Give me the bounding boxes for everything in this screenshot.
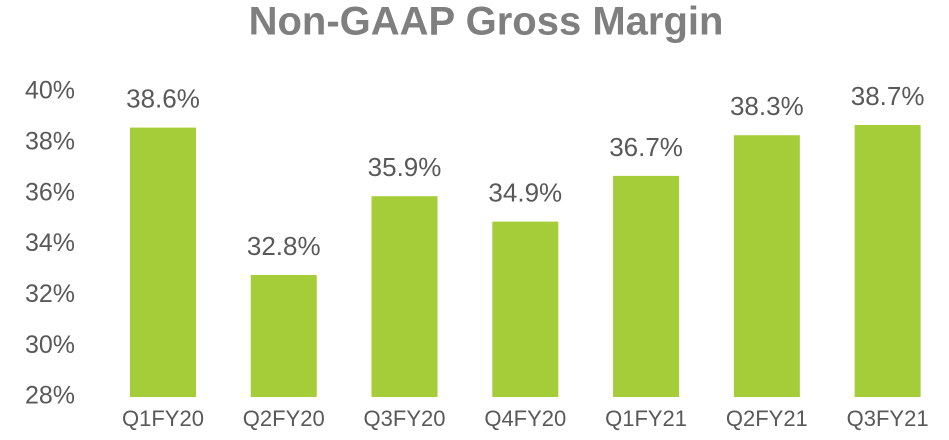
bar bbox=[492, 221, 559, 397]
x-tick-label: Q3FY20 bbox=[364, 406, 446, 431]
data-label: 34.9% bbox=[488, 178, 562, 208]
data-label: 35.9% bbox=[368, 152, 442, 182]
x-tick-label: Q2FY20 bbox=[243, 406, 325, 431]
bar bbox=[733, 135, 800, 398]
x-tick-label: Q1FY21 bbox=[605, 406, 687, 431]
data-label: 38.3% bbox=[730, 91, 804, 121]
bar bbox=[854, 125, 921, 398]
x-tick-label: Q4FY20 bbox=[484, 406, 566, 431]
y-tick-label: 36% bbox=[25, 178, 75, 206]
bar bbox=[371, 196, 438, 397]
data-label: 36.7% bbox=[609, 132, 683, 162]
y-tick-label: 28% bbox=[25, 382, 75, 410]
x-tick-label: Q3FY21 bbox=[847, 406, 929, 431]
x-tick-label: Q1FY20 bbox=[122, 406, 204, 431]
chart-title: Non-GAAP Gross Margin bbox=[249, 0, 724, 44]
y-tick-label: 34% bbox=[25, 229, 75, 257]
y-tick-label: 40% bbox=[25, 77, 75, 105]
data-label: 32.8% bbox=[247, 231, 321, 261]
data-label: 38.6% bbox=[126, 83, 200, 113]
y-tick-label: 30% bbox=[25, 331, 75, 359]
bar bbox=[129, 127, 196, 397]
y-tick-label: 32% bbox=[25, 280, 75, 308]
x-tick-label: Q2FY21 bbox=[726, 406, 808, 431]
bar bbox=[613, 175, 680, 397]
y-tick-label: 38% bbox=[25, 127, 75, 155]
bar bbox=[250, 275, 317, 397]
data-label: 38.7% bbox=[851, 81, 925, 111]
